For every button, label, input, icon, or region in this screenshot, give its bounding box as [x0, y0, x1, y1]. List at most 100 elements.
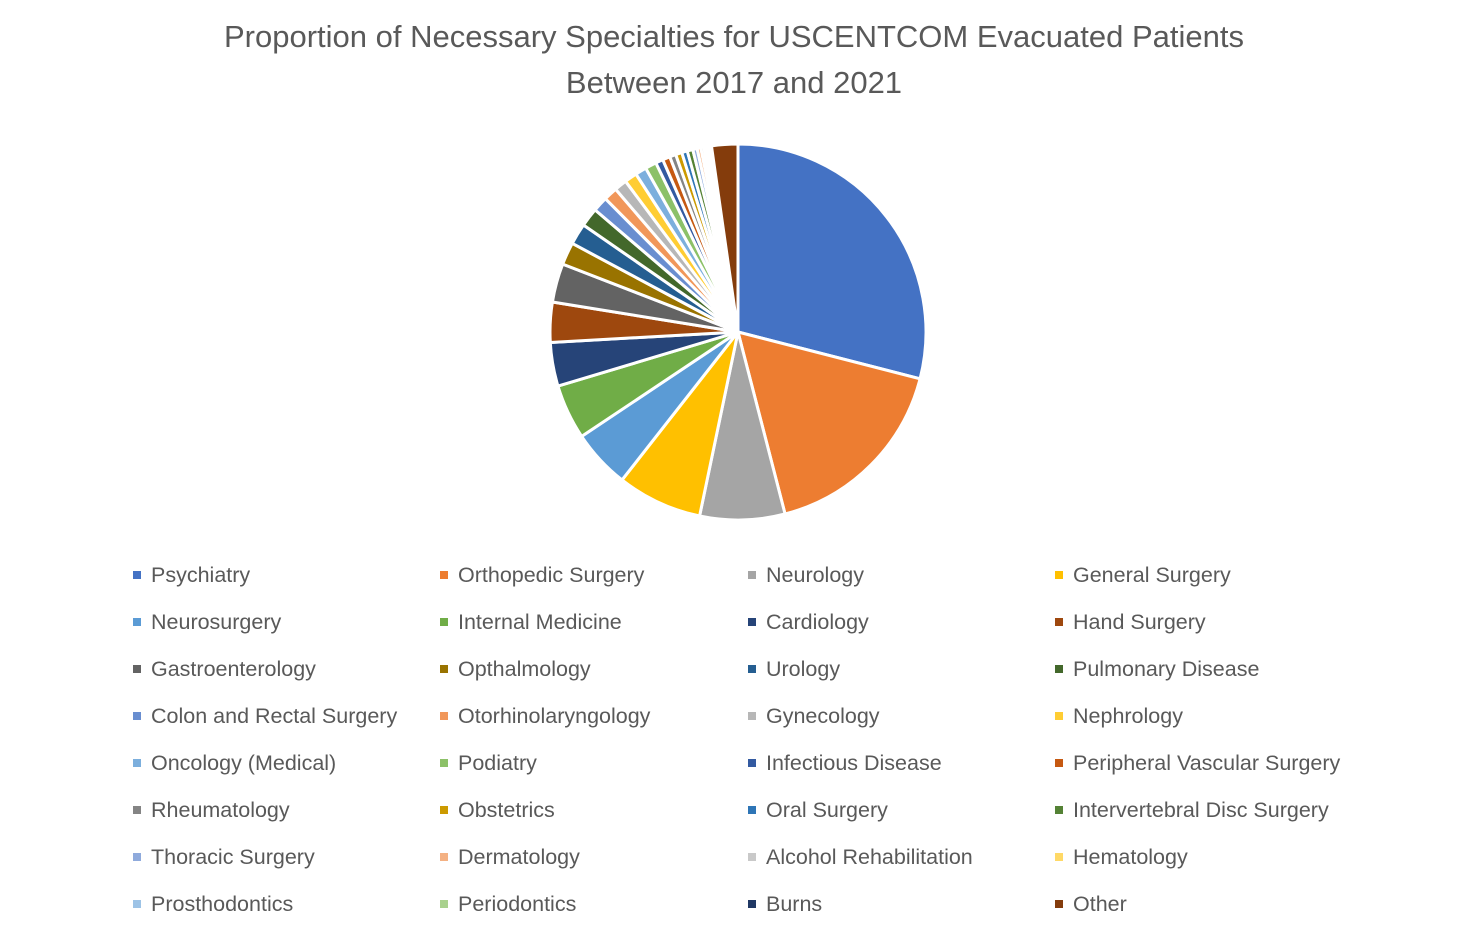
legend-label: Gynecology	[766, 703, 880, 728]
legend-label: Urology	[766, 656, 841, 681]
legend-label: Peripheral Vascular Surgery	[1073, 750, 1341, 775]
legend-swatch	[440, 853, 448, 861]
legend-item-urology: Urology	[748, 646, 840, 692]
legend-swatch	[440, 618, 448, 626]
legend-swatch	[1055, 900, 1063, 908]
legend-item-neurology: Neurology	[748, 552, 864, 598]
legend-label: Dermatology	[458, 844, 580, 869]
legend-label: Neurosurgery	[151, 609, 282, 634]
legend-label: Prosthodontics	[151, 891, 294, 916]
legend-label: Nephrology	[1073, 703, 1183, 728]
legend-swatch	[1055, 618, 1063, 626]
legend-item-oncology-medical: Oncology (Medical)	[133, 740, 336, 786]
legend-swatch	[440, 759, 448, 767]
legend-item-intervertebral-disc-surgery: Intervertebral Disc Surgery	[1055, 787, 1329, 833]
legend-label: Infectious Disease	[766, 750, 942, 775]
legend-item-rheumatology: Rheumatology	[133, 787, 290, 833]
chart-title-line-1: Proportion of Necessary Specialties for …	[224, 19, 1244, 54]
legend-item-podiatry: Podiatry	[440, 740, 537, 786]
legend-swatch	[133, 900, 141, 908]
legend-item-otorhinolaryngology: Otorhinolaryngology	[440, 693, 650, 739]
legend-label: Burns	[766, 891, 823, 916]
legend-item-gynecology: Gynecology	[748, 693, 880, 739]
legend-label: Psychiatry	[151, 562, 251, 587]
legend-swatch	[748, 853, 756, 861]
legend-swatch	[748, 618, 756, 626]
legend-swatch	[440, 806, 448, 814]
legend-label: Orthopedic Surgery	[458, 562, 645, 587]
legend-label: Gastroenterology	[151, 656, 316, 681]
legend-label: Rheumatology	[151, 797, 290, 822]
legend-label: Hand Surgery	[1073, 609, 1206, 634]
legend-swatch	[1055, 665, 1063, 673]
legend-item-peripheral-vascular-surgery: Peripheral Vascular Surgery	[1055, 740, 1340, 786]
legend-label: General Surgery	[1073, 562, 1231, 587]
chart-legend: Psychiatry Orthopedic Surgery Neurology Gen…	[133, 552, 1453, 928]
legend-label: Oral Surgery	[766, 797, 888, 822]
legend-item-periodontics: Periodontics	[440, 881, 576, 927]
legend-swatch	[748, 712, 756, 720]
legend-item-hematology: Hematology	[1055, 834, 1188, 880]
legend-swatch	[133, 665, 141, 673]
legend-swatch	[440, 665, 448, 673]
legend-swatch	[440, 712, 448, 720]
pie-slice-psychiatry	[736, 142, 928, 381]
legend-label: Colon and Rectal Surgery	[151, 703, 398, 728]
legend-swatch	[1055, 712, 1063, 720]
legend-label: Periodontics	[458, 891, 577, 916]
legend-swatch	[748, 900, 756, 908]
legend-swatch	[133, 712, 141, 720]
legend-label: Podiatry	[458, 750, 537, 775]
legend-label: Alcohol Rehabilitation	[766, 844, 973, 869]
legend-label: Obstetrics	[458, 797, 555, 822]
pie-chart	[548, 142, 928, 522]
legend-label: Pulmonary Disease	[1073, 656, 1260, 681]
legend-label: Otorhinolaryngology	[458, 703, 651, 728]
legend-swatch	[133, 853, 141, 861]
legend-swatch	[1055, 853, 1063, 861]
chart-title: Proportion of Necessary Specialties for …	[0, 14, 1468, 106]
legend-swatch	[748, 806, 756, 814]
legend-swatch	[748, 571, 756, 579]
legend-item-thoracic-surgery: Thoracic Surgery	[133, 834, 315, 880]
legend-label: Opthalmology	[458, 656, 591, 681]
legend-label: Other	[1073, 891, 1127, 916]
legend-item-dermatology: Dermatology	[440, 834, 580, 880]
pie-slice-other	[709, 142, 740, 334]
legend-label: Intervertebral Disc Surgery	[1073, 797, 1329, 822]
legend-swatch	[1055, 806, 1063, 814]
legend-swatch	[748, 759, 756, 767]
legend-item-general-surgery: General Surgery	[1055, 552, 1231, 598]
legend-label: Thoracic Surgery	[151, 844, 315, 869]
legend-item-burns: Burns	[748, 881, 822, 927]
legend-label: Oncology (Medical)	[151, 750, 337, 775]
legend-label: Hematology	[1073, 844, 1188, 869]
legend-label: Cardiology	[766, 609, 869, 634]
legend-swatch	[1055, 759, 1063, 767]
legend-item-psychiatry: Psychiatry	[133, 552, 250, 598]
legend-item-oral-surgery: Oral Surgery	[748, 787, 888, 833]
legend-item-other: Other	[1055, 881, 1127, 927]
legend-item-orthopedic-surgery: Orthopedic Surgery	[440, 552, 644, 598]
legend-swatch	[133, 571, 141, 579]
legend-item-colon-and-rectal-surgery: Colon and Rectal Surgery	[133, 693, 397, 739]
legend-item-pulmonary-disease: Pulmonary Disease	[1055, 646, 1259, 692]
legend-label: Neurology	[766, 562, 864, 587]
legend-item-neurosurgery: Neurosurgery	[133, 599, 281, 645]
legend-item-internal-medicine: Internal Medicine	[440, 599, 622, 645]
legend-item-infectious-disease: Infectious Disease	[748, 740, 942, 786]
legend-item-gastroenterology: Gastroenterology	[133, 646, 316, 692]
legend-item-prosthodontics: Prosthodontics	[133, 881, 293, 927]
legend-swatch	[133, 806, 141, 814]
legend-swatch	[133, 618, 141, 626]
legend-swatch	[133, 759, 141, 767]
legend-item-alcohol-rehabilitation: Alcohol Rehabilitation	[748, 834, 973, 880]
legend-item-hand-surgery: Hand Surgery	[1055, 599, 1206, 645]
legend-swatch	[1055, 571, 1063, 579]
legend-swatch	[748, 665, 756, 673]
legend-item-obstetrics: Obstetrics	[440, 787, 555, 833]
legend-item-cardiology: Cardiology	[748, 599, 869, 645]
legend-item-nephrology: Nephrology	[1055, 693, 1183, 739]
legend-item-opthalmology: Opthalmology	[440, 646, 591, 692]
chart-title-line-2: Between 2017 and 2021	[565, 65, 903, 100]
